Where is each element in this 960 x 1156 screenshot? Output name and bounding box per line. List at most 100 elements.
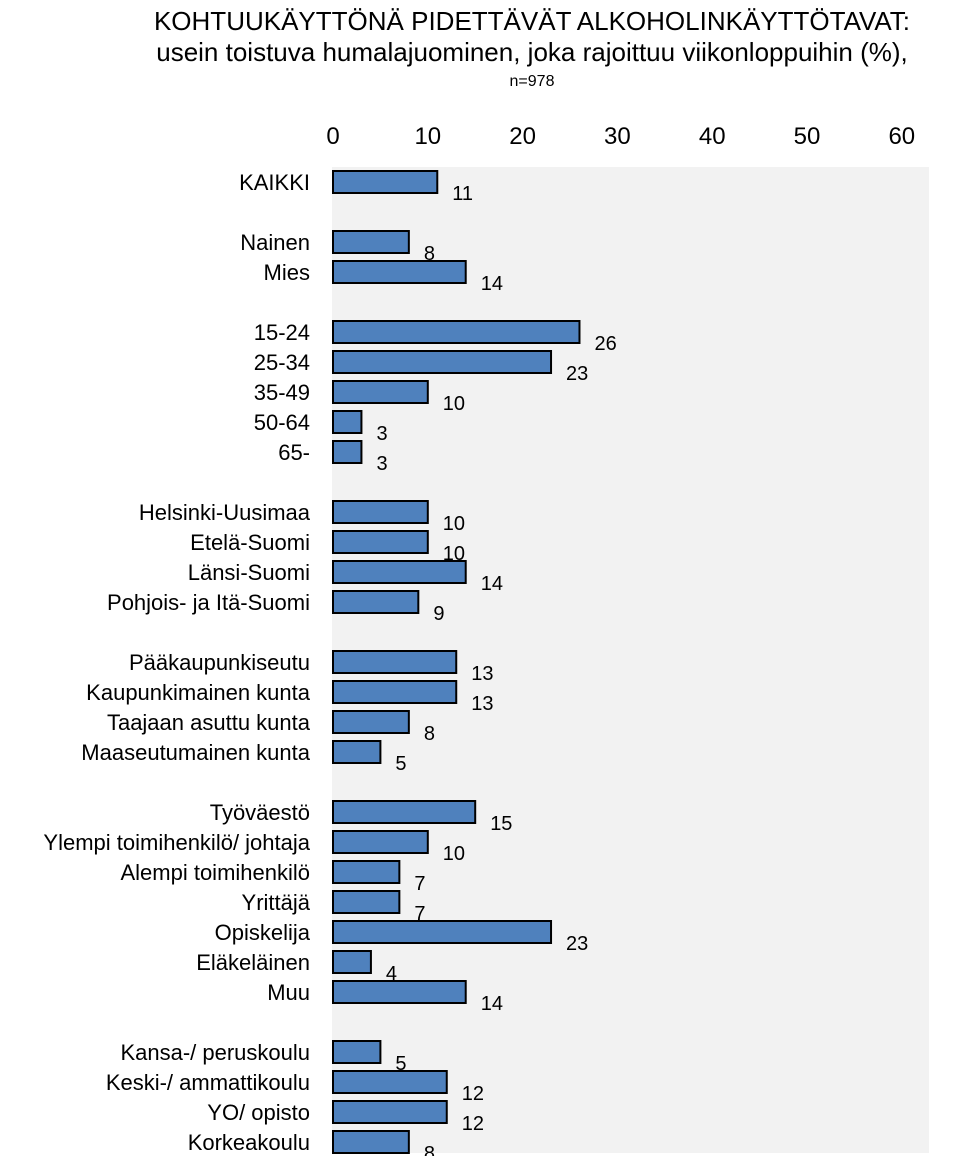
bar xyxy=(332,230,410,254)
category-label: Opiskelija xyxy=(215,920,311,945)
value-label: 8 xyxy=(424,723,435,745)
bar-row: 35-49 10 xyxy=(254,380,465,415)
bar xyxy=(332,650,458,674)
category-label: 65- xyxy=(278,440,310,465)
value-label: 3 xyxy=(376,423,387,445)
bar-row: Eläkeläinen 4 xyxy=(196,950,397,985)
value-label: 3 xyxy=(376,453,387,475)
category-label: Pohjois- ja Itä-Suomi xyxy=(107,590,310,615)
value-label: 9 xyxy=(433,603,444,625)
value-label: 12 xyxy=(462,1083,484,1105)
bar-row: Korkeakoulu 8 xyxy=(188,1130,435,1156)
category-label: Maaseutumainen kunta xyxy=(81,740,310,765)
bar xyxy=(332,980,467,1004)
bar xyxy=(332,920,553,944)
bar-row: Työväestö 15 xyxy=(210,800,512,835)
x-tick-label: 50 xyxy=(794,123,821,150)
value-label: 5 xyxy=(395,753,406,775)
bar xyxy=(332,950,372,974)
chart-subtitle: usein toistuva humalajuominen, joka rajo… xyxy=(156,37,908,67)
value-label: 8 xyxy=(424,1143,435,1156)
bar-row: Pohjois- ja Itä-Suomi 9 xyxy=(107,590,444,625)
category-label: Yrittäjä xyxy=(242,890,311,915)
bar xyxy=(332,260,467,284)
value-label: 12 xyxy=(462,1113,484,1135)
bar xyxy=(332,800,477,824)
category-label: Alempi toimihenkilö xyxy=(120,860,310,885)
bar xyxy=(332,380,429,404)
bar-row: 50-64 3 xyxy=(254,410,388,445)
bar-row: Mies 14 xyxy=(264,260,503,295)
category-label: Pääkaupunkiseutu xyxy=(129,650,310,675)
value-label: 13 xyxy=(471,663,493,685)
value-label: 23 xyxy=(566,363,588,385)
chart-title: KOHTUUKÄYTTÖNÄ PIDETTÄVÄT ALKOHOLINKÄYTT… xyxy=(154,6,910,36)
value-label: 7 xyxy=(414,873,425,895)
x-tick-label: 40 xyxy=(699,123,726,150)
bar-row: Taajaan asuttu kunta 8 xyxy=(107,710,435,745)
category-label: Korkeakoulu xyxy=(188,1130,310,1155)
category-label: Länsi-Suomi xyxy=(188,560,310,585)
category-label: Työväestö xyxy=(210,800,310,825)
category-label: Kaupunkimainen kunta xyxy=(86,680,311,705)
value-label: 14 xyxy=(481,993,503,1015)
bar-row: Kansa-/ peruskoulu 5 xyxy=(120,1040,407,1075)
x-axis-ticks: 0 10 20 30 40 50 60 xyxy=(326,123,915,150)
bar-row: Yrittäjä 7 xyxy=(242,890,425,925)
category-label: Muu xyxy=(267,980,310,1005)
bar xyxy=(332,440,363,464)
category-label: Etelä-Suomi xyxy=(190,530,310,555)
bar-row: Alempi toimihenkilö 7 xyxy=(120,860,425,895)
bar xyxy=(332,1070,448,1094)
bar xyxy=(332,1100,448,1124)
value-label: 7 xyxy=(414,903,425,925)
bar-row: Kaupunkimainen kunta 13 xyxy=(86,680,493,715)
category-label: 50-64 xyxy=(254,410,310,435)
bar-row: Helsinki-Uusimaa 10 xyxy=(139,500,465,535)
category-label: Helsinki-Uusimaa xyxy=(139,500,311,525)
bar-row: Maaseutumainen kunta 5 xyxy=(81,740,407,775)
bar xyxy=(332,350,553,374)
category-label: Nainen xyxy=(240,230,310,255)
value-label: 10 xyxy=(443,543,465,565)
bar xyxy=(332,740,382,764)
bar xyxy=(332,830,429,854)
x-tick-label: 20 xyxy=(509,123,536,150)
bar-row: Keski-/ ammattikoulu 12 xyxy=(106,1070,484,1105)
x-tick-label: 30 xyxy=(604,123,631,150)
category-label: Mies xyxy=(264,260,310,285)
bar-row: 15-24 26 xyxy=(254,320,617,355)
value-label: 13 xyxy=(471,693,493,715)
category-label: YO/ opisto xyxy=(207,1100,310,1125)
bar xyxy=(332,320,581,344)
category-label: Kansa-/ peruskoulu xyxy=(120,1040,310,1065)
category-label: 35-49 xyxy=(254,380,310,405)
sample-size-note: n=978 xyxy=(510,73,555,90)
bar xyxy=(332,860,401,884)
category-label: KAIKKI xyxy=(239,170,310,195)
bar xyxy=(332,590,420,614)
bar xyxy=(332,170,439,194)
x-tick-label: 0 xyxy=(326,123,339,150)
value-label: 10 xyxy=(443,513,465,535)
category-label: Taajaan asuttu kunta xyxy=(107,710,311,735)
bar-row: Nainen 8 xyxy=(240,230,435,265)
value-label: 14 xyxy=(481,573,503,595)
bar-row: Ylempi toimihenkilö/ johtaja 10 xyxy=(43,830,465,865)
bar-row: Pääkaupunkiseutu 13 xyxy=(129,650,493,685)
x-tick-label: 60 xyxy=(888,123,915,150)
category-label: 15-24 xyxy=(254,320,310,345)
category-label: Eläkeläinen xyxy=(196,950,310,975)
bar-row: Muu 14 xyxy=(267,980,503,1015)
value-label: 15 xyxy=(490,813,512,835)
bar-row: YO/ opisto 12 xyxy=(207,1100,484,1135)
bar-row: 65- 3 xyxy=(278,440,388,475)
x-tick-label: 10 xyxy=(414,123,441,150)
category-label: Ylempi toimihenkilö/ johtaja xyxy=(43,830,310,855)
bar-row: KAIKKI 11 xyxy=(239,170,473,205)
value-label: 10 xyxy=(443,393,465,415)
value-label: 23 xyxy=(566,933,588,955)
category-label: Keski-/ ammattikoulu xyxy=(106,1070,310,1095)
category-label: 25-34 xyxy=(254,350,310,375)
